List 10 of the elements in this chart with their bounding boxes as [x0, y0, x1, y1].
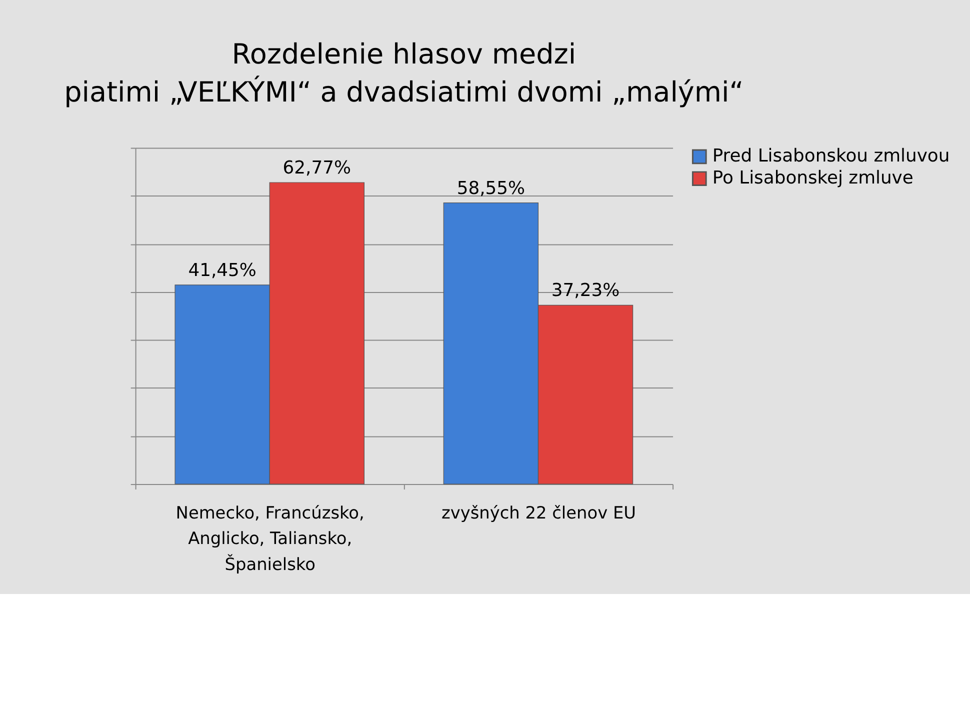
data-label: 62,77%: [282, 158, 352, 179]
x-tick-label: zvyšných 22 členov EU: [441, 502, 636, 522]
legend-label: Pred Lisabonskou zmluvou: [712, 146, 950, 167]
text: Rozdelenie hlasov medzi: [232, 38, 576, 71]
data-label: 37,23%: [551, 280, 620, 302]
data-label: 41,45%: [188, 260, 256, 281]
text: piatimi „VEĽKÝMI“ a dvadsiatimi dvomi „malými“: [64, 76, 744, 109]
legend-label: Po Lisabonskej zmluve: [712, 168, 914, 189]
x-tick-label: Nemecko, Francúzsko, Anglicko, Taliansko, Španielsko: [176, 502, 364, 574]
data-label: 58,55%: [456, 178, 526, 199]
